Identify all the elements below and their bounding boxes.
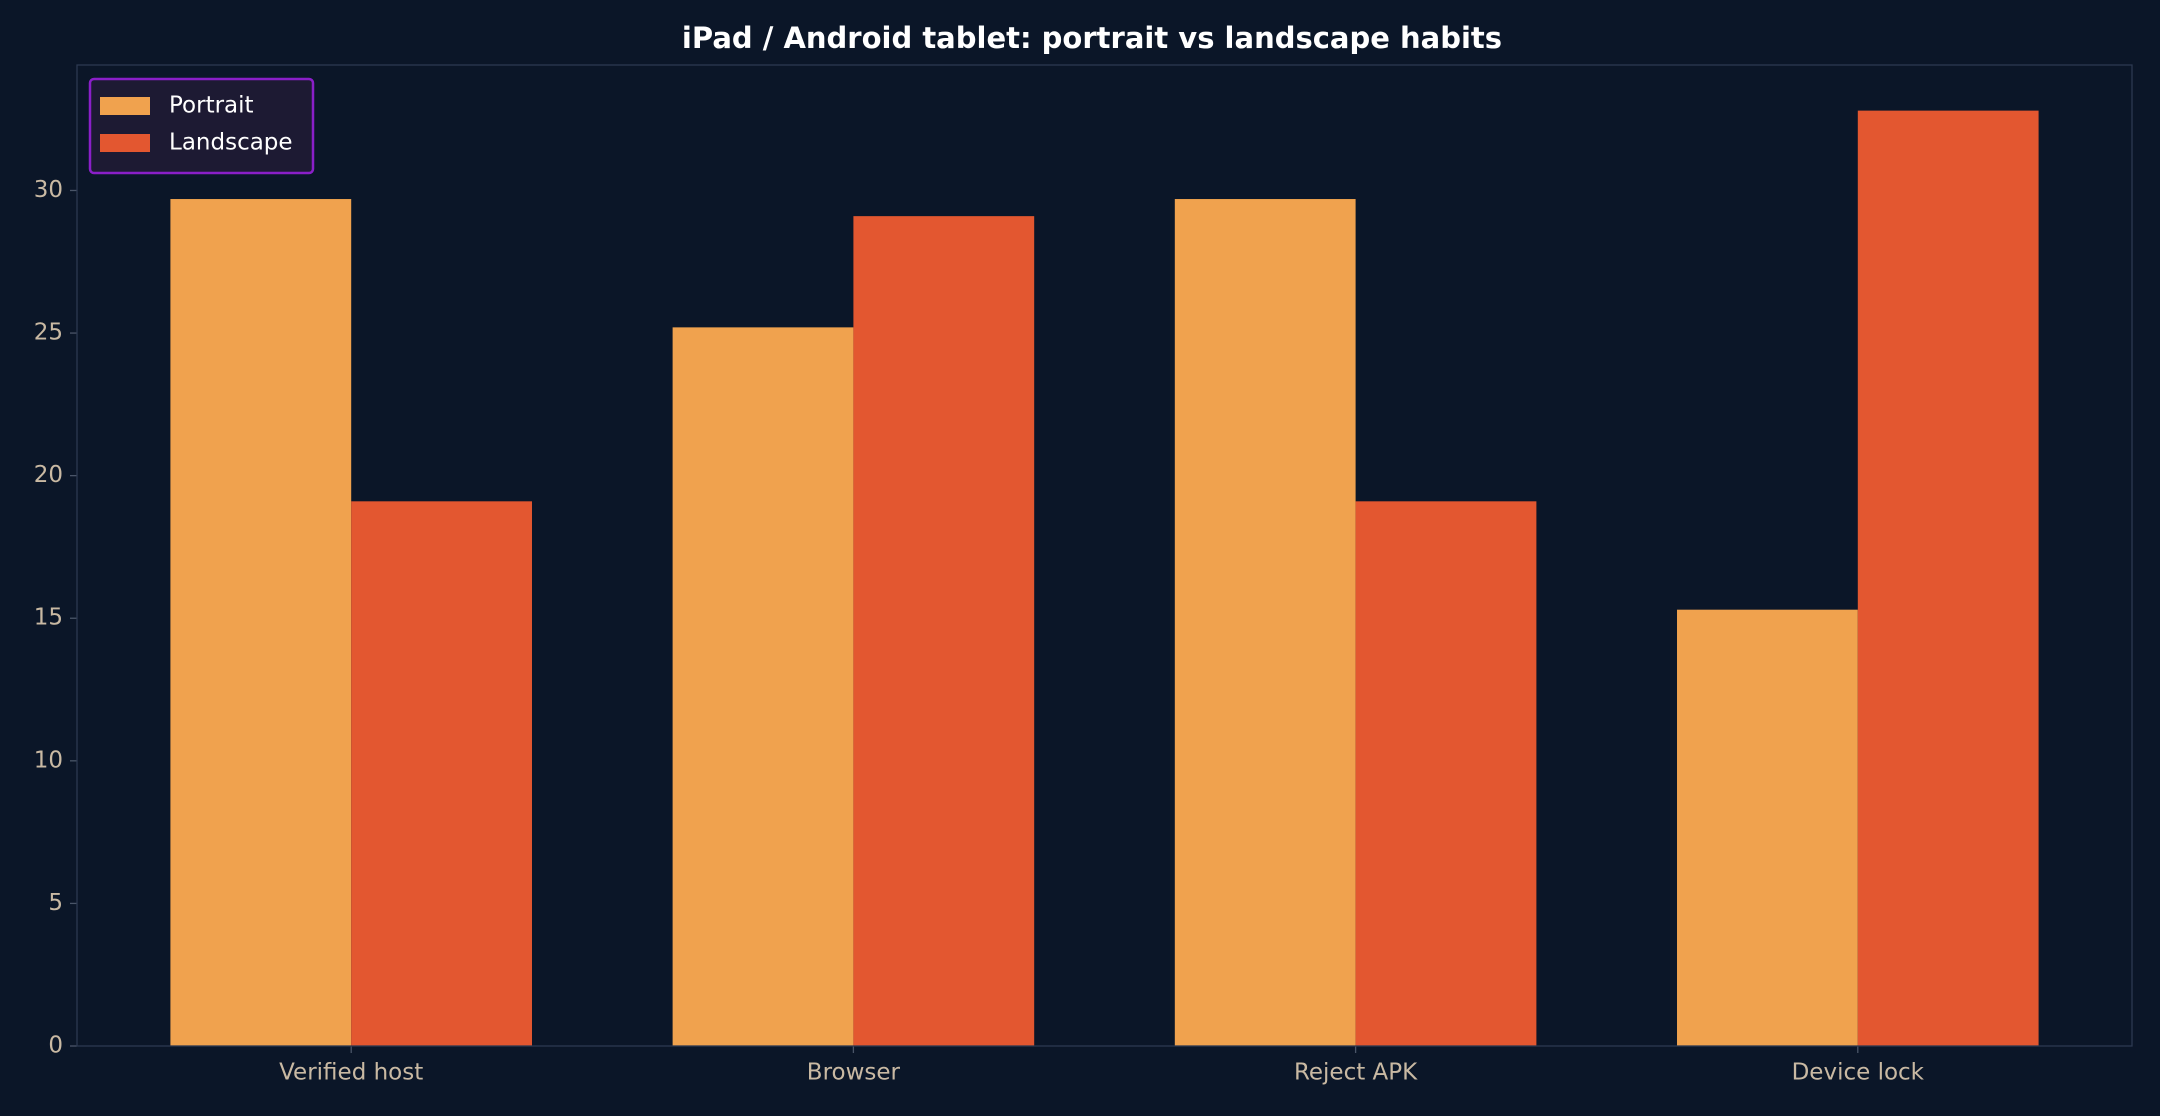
bar <box>351 501 532 1046</box>
y-tick-label: 20 <box>34 462 63 488</box>
legend-swatch <box>100 134 150 152</box>
legend: Portrait Landscape <box>88 77 315 175</box>
x-tick-label: Device lock <box>1792 1060 1925 1086</box>
x-tick-label: Reject APK <box>1294 1060 1418 1086</box>
bar <box>170 199 352 1046</box>
y-tick-label: 10 <box>34 747 63 773</box>
bar <box>1355 501 1537 1046</box>
y-tick-label: 30 <box>34 177 63 203</box>
chart-title: iPad / Android tablet: portrait vs lands… <box>682 21 1502 55</box>
x-tick-label: Browser <box>807 1060 901 1086</box>
y-tick-label: 5 <box>48 890 63 916</box>
bar <box>1677 609 1858 1046</box>
legend-label: Landscape <box>169 130 293 156</box>
axes-frame <box>76 64 2133 1047</box>
y-tick-label: 15 <box>34 605 63 631</box>
bar <box>672 327 854 1046</box>
y-tick-label: 0 <box>48 1033 63 1059</box>
y-tick-label: 25 <box>34 320 63 346</box>
bar <box>1174 199 1356 1046</box>
bar <box>853 216 1035 1046</box>
legend-label: Portrait <box>169 93 254 119</box>
legend-swatch <box>100 97 150 115</box>
bar <box>1857 110 2039 1046</box>
x-tick-label: Verified host <box>279 1060 423 1086</box>
